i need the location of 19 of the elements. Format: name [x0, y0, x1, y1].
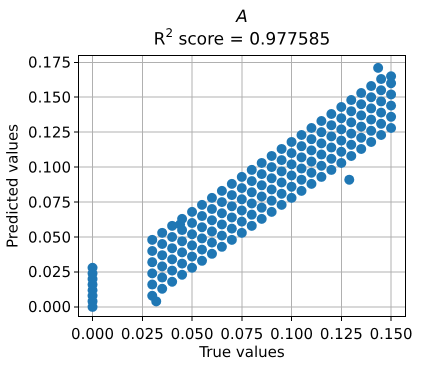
y-tick-label: 0.075 [28, 193, 71, 212]
x-tick-label: 0.000 [71, 325, 114, 343]
x-axis-title: True values [198, 343, 285, 361]
chart-subtitle: R$^{2}$ score = 0.977585 [154, 26, 330, 50]
x-tick-label: 0.025 [120, 325, 164, 343]
y-tick-label: 0.025 [28, 263, 71, 282]
y-axis-title: Predicted values [3, 124, 22, 248]
y-tick-label: 0.000 [28, 298, 71, 316]
x-tick-label: 0.125 [320, 325, 363, 343]
chart-title: A [235, 7, 248, 28]
y-tick-label: 0.175 [28, 54, 71, 72]
y-tick-label: 0.100 [28, 158, 71, 176]
x-tick-label: 0.050 [170, 325, 214, 343]
x-tick-label: 0.100 [270, 325, 314, 343]
y-tick-label: 0.150 [28, 88, 71, 106]
x-tick-label: 0.150 [370, 325, 413, 343]
x-tick-label: 0.075 [220, 325, 264, 343]
y-tick-label: 0.125 [28, 123, 71, 142]
y-tick-label: 0.050 [28, 228, 71, 246]
